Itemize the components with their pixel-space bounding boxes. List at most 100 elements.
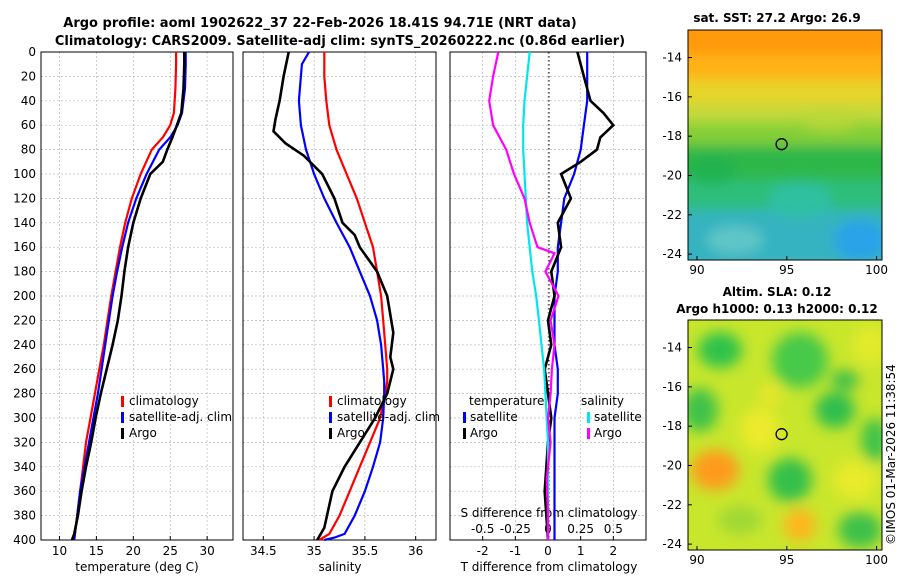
longitude-tick-label: 100 [865,263,888,277]
x-tick-label: 35 [306,544,321,558]
sla-map-frame [687,319,883,551]
temperature-climatology-line [73,52,178,541]
x-tick-label: 2 [610,544,618,558]
legend-label-argo: Argo [337,426,365,440]
latitude-tick-label: -16 [662,90,682,104]
legend-label-climatology: climatology [129,394,199,408]
salinity-satellite-line [297,51,386,542]
sst-heatmap [688,30,882,260]
salinity-legend: climatology satellite-adj. clim Argo [329,394,440,440]
x-tick-label: 10 [52,544,67,558]
temperature-grid [41,51,233,541]
salinity-tick-labels: 34.5 35 35.5 36 [250,536,423,558]
title-line-1: Argo profile: aoml 1902622_37 22-Feb-202… [63,16,576,31]
depth-tick-label: 200 [13,289,36,303]
depth-tick-label: 320 [13,435,36,449]
legend-label-t-argo: Argo [470,426,498,440]
depth-tick-label: 0 [28,45,36,59]
legend-swatch-argo [121,428,124,439]
s-diff-tick-label: -0.25 [500,522,531,536]
temperature-argo-line [70,52,186,541]
depth-tick-labels: 0 20 40 60 80 100 120 140 160 180 200 220 240 260 280 3… [13,45,36,547]
legend-label-s-satellite: satellite [594,410,642,424]
salinity-xlabel: salinity [318,560,361,574]
depth-tick-label: 220 [13,313,36,327]
x-tick-label: 36 [408,544,423,558]
depth-tick-label: 80 [21,143,36,157]
depth-tick-label: 240 [13,338,36,352]
temperature-xlabel: temperature (deg C) [75,560,198,574]
legend-title-salinity: salinity [581,394,624,408]
depth-tick-label: 300 [13,411,36,425]
longitude-tick-label: 90 [689,263,704,277]
salinity-climatology-line [318,52,389,541]
depth-tick-label: 340 [13,460,36,474]
sla-heatmap [688,320,882,550]
salinity-axes-frame [242,51,437,541]
latitude-tick-label: -16 [662,380,682,394]
argo-location-marker [775,138,788,151]
x-tick-label: -1 [509,544,521,558]
s-diff-tick-label: -0.5 [471,522,494,536]
temperature-panel: 0 20 40 60 80 100 120 140 160 180 200 220 240 260 280 3… [13,45,234,574]
legend-swatch-argo [329,428,332,439]
t-difference-xlabel: T difference from climatology [460,560,638,574]
x-tick-label: 1 [577,544,585,558]
latitude-tick-label: -14 [662,51,682,65]
x-tick-label: 35.5 [352,544,379,558]
latitude-tick-label: -20 [662,458,682,472]
legend-label-climatology: climatology [337,394,407,408]
depth-tick-label: 280 [13,387,36,401]
legend-label-t-satellite: satellite [470,410,518,424]
temperature-legend: climatology satellite-adj. clim Argo [121,394,232,440]
temperature-tick-labels: 10 15 20 25 30 [52,536,215,558]
legend-label-s-argo: Argo [594,426,622,440]
longitude-tick-label: 95 [779,553,794,567]
depth-tick-label: 400 [13,533,36,547]
t-diff-satellite-line [553,52,589,540]
latitude-tick-label: -22 [662,208,682,222]
sla-map-axis-labels: 90 95 100 -14 -16 -18 -20 -22 -24 [662,341,888,567]
temperature-axes-frame [40,51,234,541]
difference-panel: -2 -1 0 1 2 -0.5 -0.25 0 0.25 0.5 T difference f… [449,51,647,574]
legend-title-temperature: temperature [469,394,544,408]
depth-tick-label: 360 [13,484,36,498]
depth-tick-label: 20 [21,69,36,83]
latitude-tick-label: -20 [662,168,682,182]
depth-tick-label: 180 [13,265,36,279]
longitude-tick-label: 90 [689,553,704,567]
latitude-tick-label: -18 [662,419,682,433]
latitude-tick-label: -24 [662,247,682,261]
sla-map-title: Altim. SLA: 0.12 [723,285,832,299]
x-tick-label: 25 [163,544,178,558]
depth-tick-label: 140 [13,216,36,230]
imos-watermark: ©IMOS 01-Mar-2026 11:38:54 [884,364,898,545]
x-tick-label: 34.5 [250,544,277,558]
legend-label-satellite: satellite-adj. clim [337,410,440,424]
s-difference-tick-labels: -0.5 -0.25 0 0.25 0.5 [471,522,623,536]
depth-tick-label: 40 [21,94,36,108]
x-tick-label: 0 [544,544,552,558]
longitude-tick-label: 100 [865,553,888,567]
sst-map-frame [687,29,883,261]
depth-tick-label: 120 [13,191,36,205]
x-tick-label: 30 [200,544,215,558]
sst-map-title: sat. SST: 27.2 Argo: 26.9 [693,11,860,25]
latitude-tick-label: -14 [662,341,682,355]
s-diff-tick-label: 0.5 [604,522,623,536]
s-diff-satellite-line [522,51,550,540]
legend-swatch-satellite [121,412,124,423]
legend-swatch-climatology [329,396,332,407]
salinity-argo-line [272,51,395,541]
difference-legend: temperature satellite Argo salinity sate… [463,394,642,440]
depth-tick-label: 380 [13,509,36,523]
depth-tick-label: 60 [21,118,36,132]
title-line-2: Climatology: CARS2009. Satellite-adj cli… [55,34,625,49]
legend-swatch-s-satellite [587,412,590,423]
sla-map-panel: Altim. SLA: 0.12 Argo h1000: 0.13 h2000:… [662,285,888,567]
legend-swatch-climatology [121,396,124,407]
latitude-tick-label: -24 [662,537,682,551]
latitude-tick-label: -22 [662,498,682,512]
legend-swatch-s-argo [587,428,590,439]
